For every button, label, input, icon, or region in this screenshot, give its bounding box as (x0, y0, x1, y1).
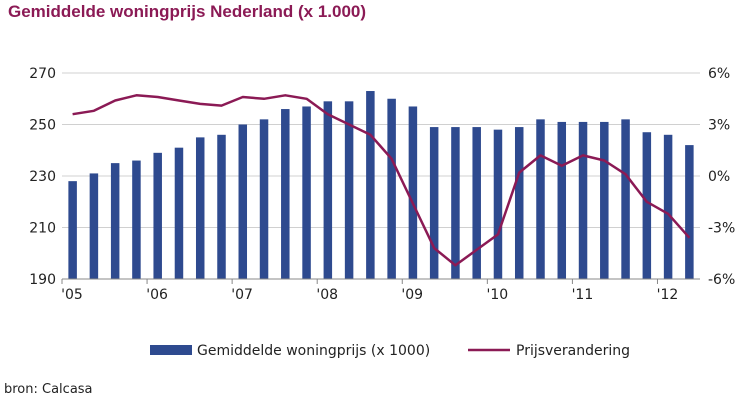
y-right-tick-label: 6% (708, 66, 730, 82)
x-tick-label: '07 (231, 287, 253, 303)
legend-label-bars: Gemiddelde woningprijs (x 1000) (197, 343, 430, 359)
bar (451, 127, 460, 279)
bar (302, 106, 311, 279)
x-tick-label: '12 (657, 287, 679, 303)
bar (238, 124, 248, 279)
bar (536, 119, 545, 279)
bar (217, 134, 226, 279)
y-right-tick-label: -6% (708, 272, 735, 288)
bar (132, 160, 141, 279)
y-left-tick-label: 230 (29, 169, 56, 185)
bar (366, 91, 375, 280)
bar (557, 121, 567, 279)
bar (578, 121, 588, 279)
source-note: bron: Calcasa (4, 382, 93, 397)
bar (195, 137, 205, 279)
bar (663, 134, 673, 279)
bar (89, 173, 99, 279)
price-change-line (72, 94, 691, 267)
bar (68, 181, 77, 279)
x-tick-label: '11 (572, 287, 594, 303)
y-right-tick-label: 0% (708, 169, 730, 185)
y-left-tick-label: 250 (29, 118, 56, 134)
bar (259, 119, 269, 279)
bar (281, 109, 290, 279)
bar (174, 147, 184, 279)
axes: 190 210 230 250 270 -6% -3% 0% 3% 6% '05 '06 '07 '08 '… (29, 66, 735, 303)
y-left-tick-label: 270 (29, 66, 56, 82)
bar (472, 127, 481, 279)
bar (621, 119, 630, 279)
legend: Gemiddelde woningprijs (x 1000) Prijsver… (150, 343, 630, 359)
bar (493, 129, 503, 279)
bar (153, 152, 162, 279)
x-tick-label: '08 (316, 287, 338, 303)
bar (642, 132, 652, 279)
bar (387, 98, 396, 279)
legend-swatch-bars (150, 345, 192, 355)
bar (408, 106, 418, 279)
legend-label-line: Prijsverandering (516, 343, 630, 359)
bar (344, 101, 354, 279)
bar (429, 127, 439, 279)
bar (514, 127, 524, 279)
bar-series (68, 91, 694, 280)
y-left-tick-label: 210 (29, 221, 56, 237)
x-tick-label: '06 (146, 287, 168, 303)
bar (110, 163, 120, 279)
x-tick-label: '10 (486, 287, 508, 303)
gridlines (62, 72, 700, 228)
bar (600, 121, 609, 279)
line-series (72, 94, 691, 267)
bar (323, 101, 333, 279)
chart-title: Gemiddelde woningprijs Nederland (x 1.00… (8, 2, 367, 21)
y-right-tick-label: -3% (708, 221, 735, 237)
x-tick-label: '09 (401, 287, 423, 303)
bar (685, 145, 694, 279)
x-tick-label: '05 (61, 287, 83, 303)
y-left-tick-label: 190 (29, 272, 56, 288)
y-right-tick-label: 3% (708, 118, 730, 134)
